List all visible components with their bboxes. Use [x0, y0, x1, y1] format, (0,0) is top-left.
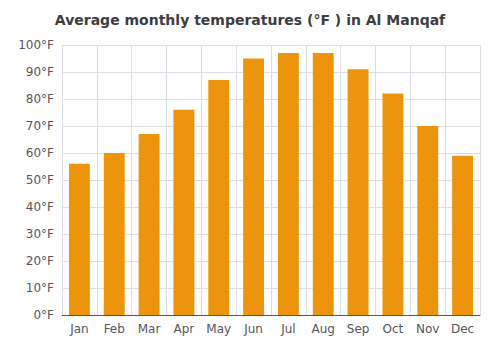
svg-text:70°F: 70°F: [26, 119, 54, 133]
svg-text:0°F: 0°F: [33, 308, 54, 322]
svg-text:Oct: Oct: [383, 322, 404, 336]
svg-text:20°F: 20°F: [26, 254, 54, 268]
svg-text:60°F: 60°F: [26, 146, 54, 160]
svg-text:Dec: Dec: [451, 322, 474, 336]
svg-text:Aug: Aug: [312, 322, 335, 336]
svg-text:May: May: [206, 322, 231, 336]
svg-text:Jul: Jul: [280, 322, 295, 336]
svg-text:80°F: 80°F: [26, 92, 54, 106]
svg-text:90°F: 90°F: [26, 65, 54, 79]
svg-text:Jun: Jun: [243, 322, 263, 336]
svg-text:Average monthly temperatures (: Average monthly temperatures (°F ) in Al…: [55, 12, 446, 28]
svg-text:Mar: Mar: [138, 322, 161, 336]
svg-text:100°F: 100°F: [18, 38, 54, 52]
svg-text:Nov: Nov: [416, 322, 439, 336]
svg-text:50°F: 50°F: [26, 173, 54, 187]
svg-text:10°F: 10°F: [26, 281, 54, 295]
svg-text:Apr: Apr: [174, 322, 195, 336]
svg-text:30°F: 30°F: [26, 227, 54, 241]
svg-text:Jan: Jan: [69, 322, 89, 336]
svg-text:Feb: Feb: [104, 322, 125, 336]
svg-text:Sep: Sep: [347, 322, 370, 336]
svg-text:40°F: 40°F: [26, 200, 54, 214]
